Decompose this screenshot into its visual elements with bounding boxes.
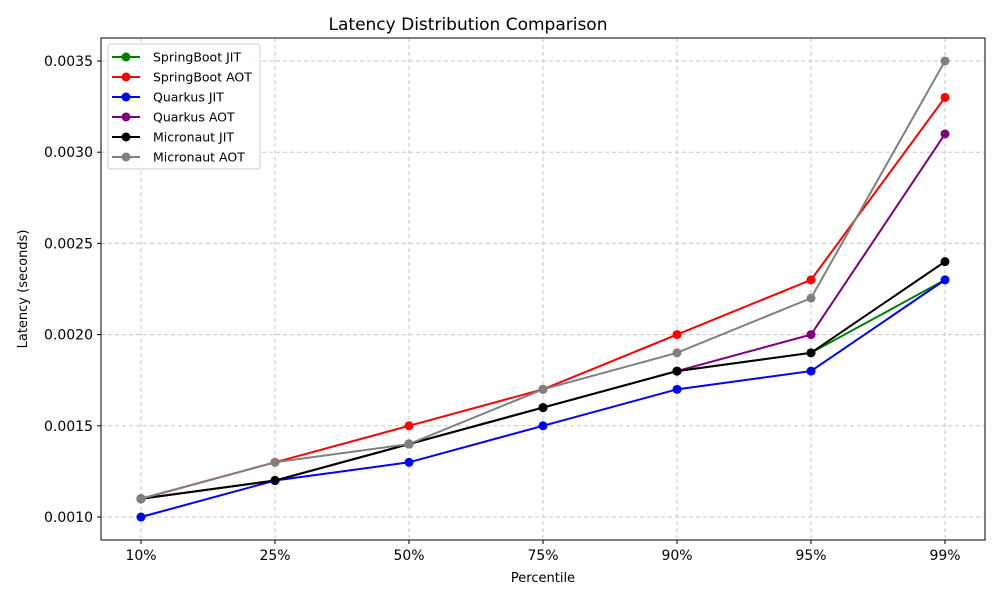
legend-marker bbox=[121, 112, 131, 122]
data-point bbox=[940, 56, 950, 66]
legend-label: Quarkus AOT bbox=[153, 110, 235, 125]
y-tick-label: 0.0015 bbox=[44, 419, 93, 435]
data-point bbox=[940, 92, 950, 102]
legend-label: Micronaut JIT bbox=[153, 130, 234, 145]
y-tick-label: 0.0025 bbox=[44, 236, 93, 252]
legend-marker bbox=[121, 92, 131, 102]
data-point bbox=[270, 457, 280, 467]
data-point bbox=[404, 457, 414, 467]
data-point bbox=[404, 439, 414, 449]
data-point bbox=[404, 421, 414, 431]
legend-entry: Quarkus AOT bbox=[112, 110, 235, 125]
legend-entry: SpringBoot AOT bbox=[112, 70, 252, 85]
data-point bbox=[806, 366, 816, 376]
legend-marker bbox=[121, 132, 131, 142]
y-tick-label: 0.0035 bbox=[44, 54, 93, 70]
legend-marker bbox=[121, 52, 131, 62]
data-point bbox=[672, 330, 682, 340]
x-tick-label: 25% bbox=[259, 548, 290, 564]
series-micronaut-aot bbox=[136, 56, 950, 504]
y-axis-label: Latency (seconds) bbox=[16, 230, 31, 349]
legend-marker bbox=[121, 152, 131, 162]
legend-label: Micronaut AOT bbox=[153, 150, 245, 165]
legend-label: SpringBoot AOT bbox=[153, 70, 252, 85]
x-tick-label: 50% bbox=[393, 548, 424, 564]
data-point bbox=[672, 384, 682, 394]
x-tick-label: 99% bbox=[929, 548, 960, 564]
chart-title: Latency Distribution Comparison bbox=[329, 15, 608, 35]
data-point bbox=[940, 275, 950, 285]
legend-entry: Quarkus JIT bbox=[112, 90, 224, 105]
data-point bbox=[940, 129, 950, 139]
x-axis: 10% 25% 50% 75% 90% 95% 99% bbox=[125, 540, 961, 564]
x-tick-label: 95% bbox=[795, 548, 826, 564]
data-point bbox=[806, 293, 816, 303]
y-tick-label: 0.0010 bbox=[44, 510, 93, 526]
legend-entry: SpringBoot JIT bbox=[112, 50, 241, 65]
data-point bbox=[806, 275, 816, 285]
data-point bbox=[538, 384, 548, 394]
x-tick-label: 90% bbox=[661, 548, 692, 564]
y-axis: 0.0010 0.0015 0.0020 0.0025 0.0030 0.0035 bbox=[44, 54, 101, 526]
data-point bbox=[538, 421, 548, 431]
legend-label: Quarkus JIT bbox=[153, 90, 224, 105]
data-point bbox=[270, 476, 280, 486]
legend-label: SpringBoot JIT bbox=[153, 50, 241, 65]
y-tick-label: 0.0020 bbox=[44, 328, 93, 344]
legend-box bbox=[107, 43, 261, 170]
legend-entry: Micronaut AOT bbox=[112, 150, 245, 165]
data-point bbox=[672, 348, 682, 358]
data-point bbox=[806, 348, 816, 358]
data-point bbox=[806, 330, 816, 340]
x-tick-label: 10% bbox=[125, 548, 156, 564]
data-point bbox=[136, 494, 146, 504]
legend: SpringBoot JIT SpringBoot AOT Quarkus JIT Q… bbox=[107, 43, 261, 170]
x-axis-label: Percentile bbox=[511, 571, 575, 586]
data-point bbox=[136, 512, 146, 522]
x-tick-label: 75% bbox=[527, 548, 558, 564]
data-point bbox=[538, 403, 548, 413]
y-tick-label: 0.0030 bbox=[44, 145, 93, 161]
data-point bbox=[672, 366, 682, 376]
series-group bbox=[136, 56, 950, 522]
legend-marker bbox=[121, 72, 131, 82]
legend-entry: Micronaut JIT bbox=[112, 130, 234, 145]
data-point bbox=[940, 257, 950, 267]
